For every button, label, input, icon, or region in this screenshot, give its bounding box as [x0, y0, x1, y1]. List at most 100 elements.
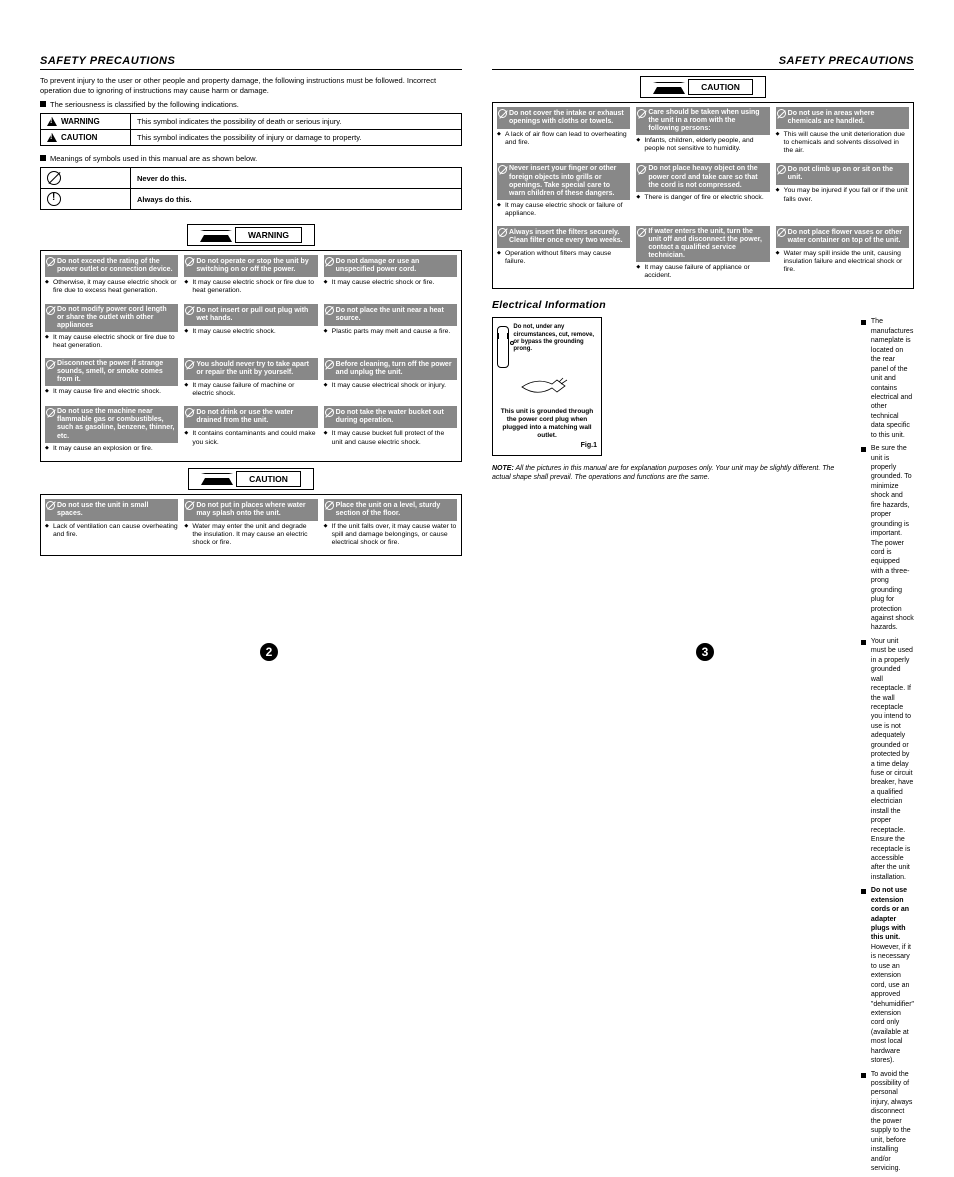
precaution-body: There is danger of fire or electric shoc…	[636, 192, 769, 206]
prohibit-icon	[46, 257, 55, 266]
plug-icon	[517, 372, 577, 402]
prohibit-icon	[185, 360, 194, 369]
precaution-title: Do not use in areas where chemicals are …	[776, 107, 909, 129]
precaution-cell: Do not operate or stop the unit by switc…	[184, 255, 317, 299]
caution-grid-left: Do not use the unit in small spaces.Lack…	[45, 499, 457, 551]
electrical-bullet: Do not use extension cords or an adapter…	[861, 886, 914, 1065]
prohibit-icon	[185, 501, 194, 510]
precaution-title: Always insert the filters securely. Clea…	[497, 226, 630, 248]
precaution-title: Do not drink or use the water drained fr…	[184, 406, 317, 428]
prohibit-icon	[777, 109, 786, 118]
precaution-cell: Before cleaning, turn off the power and …	[324, 358, 457, 402]
precaution-body: Water may enter the unit and degrade the…	[184, 521, 317, 551]
prohibit-icon	[498, 109, 507, 118]
precaution-title: Do not insert or pull out plug with wet …	[184, 304, 317, 326]
meanings-line: Meanings of symbols used in this manual …	[40, 154, 462, 163]
page-header-left: SAFETY PRECAUTIONS	[40, 55, 462, 70]
caution-triangle-icon	[653, 82, 685, 94]
precaution-cell: Do not modify power cord length or share…	[45, 304, 178, 354]
caution-symbol-cell: CAUTION	[41, 129, 131, 145]
warning-triangle-icon	[200, 230, 232, 242]
precaution-body: It may cause electric shock or fire.	[324, 277, 457, 291]
precaution-title: Do not cover the intake or exhaust openi…	[497, 107, 630, 129]
note-text: All the pictures in this manual are for …	[492, 465, 834, 481]
always-text: Always do this.	[131, 189, 462, 210]
electrical-bullet: Your unit must be used in a properly gro…	[861, 637, 914, 882]
prohibit-icon	[185, 257, 194, 266]
note-label: NOTE:	[492, 465, 514, 472]
electrical-row: Do not, under any circumstances, cut, re…	[492, 317, 914, 1177]
precaution-body: It may cause failure of machine or elect…	[184, 380, 317, 402]
electrical-bullet: Be sure the unit is properly grounded. T…	[861, 444, 914, 633]
prohibit-icon	[46, 408, 55, 417]
precaution-title: Place the unit on a level, sturdy sectio…	[324, 499, 457, 521]
precaution-cell: If water enters the unit, turn the unit …	[636, 226, 769, 285]
page-left: SAFETY PRECAUTIONS To prevent injury to …	[40, 55, 462, 656]
precaution-title: Do not place flower vases or other water…	[776, 226, 909, 248]
precaution-title: Disconnect the power if strange sounds, …	[45, 358, 178, 386]
prohibit-icon	[325, 257, 334, 266]
warning-triangle-icon	[47, 117, 57, 126]
prohibit-icon	[46, 360, 55, 369]
warning-desc: This symbol indicates the possibility of…	[131, 113, 462, 129]
precaution-title: Do not use the machine near flammable ga…	[45, 406, 178, 442]
prohibit-icon	[777, 165, 786, 174]
figure-column: Do not, under any circumstances, cut, re…	[492, 317, 851, 1177]
legend-table: WARNINGThis symbol indicates the possibi…	[40, 113, 462, 147]
prohibit-icon	[637, 228, 646, 237]
page-right: SAFETY PRECAUTIONS CAUTION Do not cover …	[492, 55, 914, 656]
square-bullet-icon	[40, 101, 46, 107]
precaution-title: Do not use the unit in small spaces.	[45, 499, 178, 521]
mandatory-icon	[47, 192, 61, 206]
precaution-cell: Disconnect the power if strange sounds, …	[45, 358, 178, 402]
precaution-title: Do not modify power cord length or share…	[45, 304, 178, 332]
prohibit-icon	[185, 306, 194, 315]
precaution-cell: Do not use in areas where chemicals are …	[776, 107, 909, 159]
caution-triangle-icon	[47, 133, 57, 142]
electrical-bullet: To avoid the possibility of personal inj…	[861, 1070, 914, 1174]
never-symbol	[41, 168, 131, 189]
precaution-cell: Do not insert or pull out plug with wet …	[184, 304, 317, 354]
precaution-body: Operation without filters may cause fail…	[497, 248, 630, 270]
precaution-body: It may cause electric shock or fire due …	[45, 332, 178, 354]
precaution-cell: Do not take the water bucket out during …	[324, 406, 457, 456]
precaution-body: It may cause an explosion or fire.	[45, 443, 178, 457]
prohibit-icon	[47, 171, 61, 185]
precaution-title: Do not take the water bucket out during …	[324, 406, 457, 428]
seriousness-line: The seriousness is classified by the fol…	[40, 100, 462, 109]
warning-box: Do not exceed the rating of the power ou…	[40, 250, 462, 461]
precaution-cell: Care should be taken when using the unit…	[636, 107, 769, 159]
precaution-cell: Do not exceed the rating of the power ou…	[45, 255, 178, 299]
precaution-title: Do not place heavy object on the power c…	[636, 163, 769, 191]
precaution-body: It may cause failure of appliance or acc…	[636, 262, 769, 284]
precaution-title: Care should be taken when using the unit…	[636, 107, 769, 135]
precaution-cell: Do not damage or use an unspecified powe…	[324, 255, 457, 299]
figure-caption: This unit is grounded through the power …	[497, 408, 597, 439]
prohibit-icon	[777, 228, 786, 237]
precaution-title: Do not climb up on or sit on the unit.	[776, 163, 909, 185]
electrical-bullet: The manufactures nameplate is located on…	[861, 317, 914, 440]
prohibit-icon	[637, 165, 646, 174]
prohibit-icon	[46, 501, 55, 510]
prohibit-icon	[185, 408, 194, 417]
warning-symbol-cell: WARNING	[41, 113, 131, 129]
prohibit-icon	[46, 306, 55, 315]
precaution-body: It may cause electrical shock or injury.	[324, 380, 457, 394]
caution-grid-right: Do not cover the intake or exhaust openi…	[497, 107, 909, 284]
precaution-cell: Always insert the filters securely. Clea…	[497, 226, 630, 285]
caution-section-label-left: CAUTION	[40, 468, 462, 490]
precaution-title: You should never try to take apart or re…	[184, 358, 317, 380]
precaution-body: It may cause electric shock or fire due …	[184, 277, 317, 299]
precaution-title: If water enters the unit, turn the unit …	[636, 226, 769, 262]
precaution-title: Do not damage or use an unspecified powe…	[324, 255, 457, 277]
figure-box: Do not, under any circumstances, cut, re…	[492, 317, 602, 455]
figure-warning: Do not, under any circumstances, cut, re…	[513, 324, 597, 353]
precaution-body: It contains contaminants and could make …	[184, 428, 317, 450]
precaution-title: Do not exceed the rating of the power ou…	[45, 255, 178, 277]
precaution-title: Never insert your finger or other foreig…	[497, 163, 630, 199]
precaution-body: A lack of air flow can lead to overheati…	[497, 129, 630, 151]
prohibit-icon	[325, 360, 334, 369]
prohibit-icon	[498, 165, 507, 174]
prohibit-icon	[498, 228, 507, 237]
precaution-cell: Do not use the machine near flammable ga…	[45, 406, 178, 456]
